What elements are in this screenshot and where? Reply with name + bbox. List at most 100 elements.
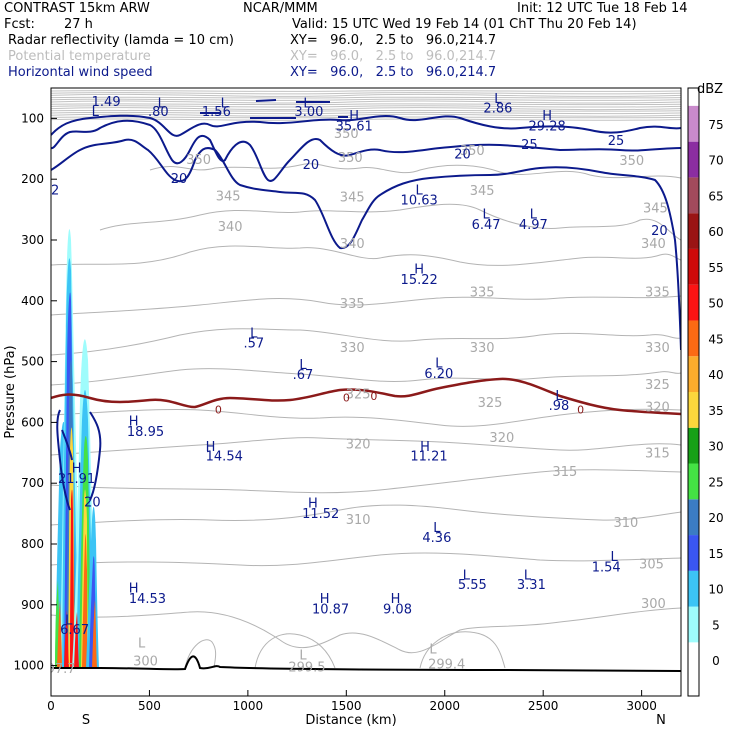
reflectivity-column [55,229,99,668]
wind-label: 20 [171,172,188,187]
y-tick-label: 200 [21,172,44,186]
theta-label: 330 [470,341,495,356]
wind-label: 5.55 [458,578,487,593]
upper-theta-line [51,113,681,117]
wind-label: 20 [454,148,471,163]
y-tick-label: 400 [21,294,44,308]
wind-label: 18.95 [127,425,164,440]
theta-label: 350 [619,154,644,169]
theta-label: L [299,649,307,664]
wind-label: 35.61 [336,120,373,135]
colorbar-tick-label: 30 [708,440,723,454]
wind-label: 25 [608,134,625,149]
theta-label: 335 [470,286,495,301]
wind-label: L [494,92,502,107]
wind-label: H [349,109,359,124]
y-tick-label: 900 [21,598,44,612]
wind-label: L [221,96,229,111]
theta-label: 320 [645,400,670,415]
wind-label: 20 [84,495,101,510]
upper-theta-line [51,100,681,104]
wind-label: 4.97 [519,218,548,233]
theta-label: 320 [346,438,371,453]
x-axis: 0 500 1000 1500 2000 2500 3000 [47,690,657,713]
theta-label: 350 [338,151,363,166]
theta-label: 300 [133,655,158,670]
model-title: CONTRAST 15km ARW [4,1,150,16]
wind-label: H [320,592,330,607]
theta-label: 345 [470,184,495,199]
wind-label: 92 [43,183,60,198]
fcst-label: Fcst: [4,17,35,32]
wind-label: 14.53 [129,592,166,607]
wind-label: 3.00 [294,105,323,120]
colorbar-tick-label: 50 [708,297,723,311]
valid-time: Valid: 15 UTC Wed 19 Feb 14 (01 ChT Thu … [292,17,637,32]
field-wind-xy: XY= 96.0, 2.5 to 96.0,214.7 [290,65,497,80]
upper-theta-line [51,93,681,97]
colorbar-swatch [688,499,699,536]
colorbar-tick-label: 35 [708,404,723,418]
upper-theta-line [51,90,681,92]
wind-label: H [129,414,139,429]
wind-label: 15.22 [401,273,438,288]
x-tick-label: 0 [47,699,55,713]
wind-label: L [610,550,618,565]
wind-label: 1.54 [592,560,621,575]
colorbar-frame [687,87,700,697]
colorbar-unit: dBZ [697,82,723,97]
wind-label: 11.52 [302,507,339,522]
colorbar-swatch [688,177,699,214]
wind-label: 11.21 [410,450,447,465]
theta-label: 310 [346,513,371,528]
colorbar-swatch [688,320,699,357]
wind-label: 1.49 [92,95,121,110]
theta-label: 315 [552,465,577,480]
colorbar-swatch [688,642,699,679]
wind-label: H [420,440,430,455]
wind-label: L [433,521,441,536]
theta-label: L [138,636,146,651]
theta-contours [51,163,681,669]
plot-background [51,88,681,696]
field-wind-name: Horizontal wind speed [8,65,153,80]
theta-label: 345 [216,189,241,204]
wind-label: L [92,105,100,120]
wind-label: 6.20 [424,367,453,382]
zero-label: 0 [343,392,350,405]
wind-label: 29.28 [529,120,566,135]
colorbar-tick-label: 20 [708,511,723,525]
x-tick-label: 1000 [233,699,264,713]
wind-label: H [129,582,139,597]
wind-label: L [482,208,490,223]
upper-theta-line [51,96,681,99]
theta-label: 350 [334,127,359,142]
org-title: NCAR/MMM [243,1,318,16]
colorbar-tick-label: 0 [712,654,720,668]
zero-label: 0 [215,403,222,416]
colorbar-swatch [688,105,699,142]
field-theta-name: Potential temperature [8,49,151,64]
wind-label: L [463,568,471,583]
theta-label: 305 [639,557,664,572]
x-tick-label: 2500 [528,699,559,713]
field-reflectivity-xy: XY= 96.0, 2.5 to 96.0,214.7 [290,33,497,48]
colorbar-swatch [688,535,699,571]
fcst-value: 27 h [64,17,93,32]
colorbar-tick-label: 65 [708,189,723,203]
colorbar-tick-label: 10 [708,583,723,597]
upper-theta-line [51,107,681,111]
wind-label: 25 [521,138,538,153]
colorbar-swatch [688,427,699,464]
wind-label: L [250,326,258,341]
colorbar-tick-label: 55 [708,261,723,275]
colorbar: 0 5 10 15 20 25 30 35 40 45 50 55 60 65 70 75 [687,87,724,697]
wind-label: 9.08 [383,602,412,617]
upper-theta-line [51,91,681,95]
wind-label: H [72,461,82,476]
wind-label: L [299,358,307,373]
colorbar-swatch [688,141,699,178]
theta-label-layer: 350 350 350 350 350 345 345 345 345 340 340 340 335 3… [51,127,670,677]
y-tick-label: 800 [21,537,44,551]
upper-theta-line [51,98,681,102]
